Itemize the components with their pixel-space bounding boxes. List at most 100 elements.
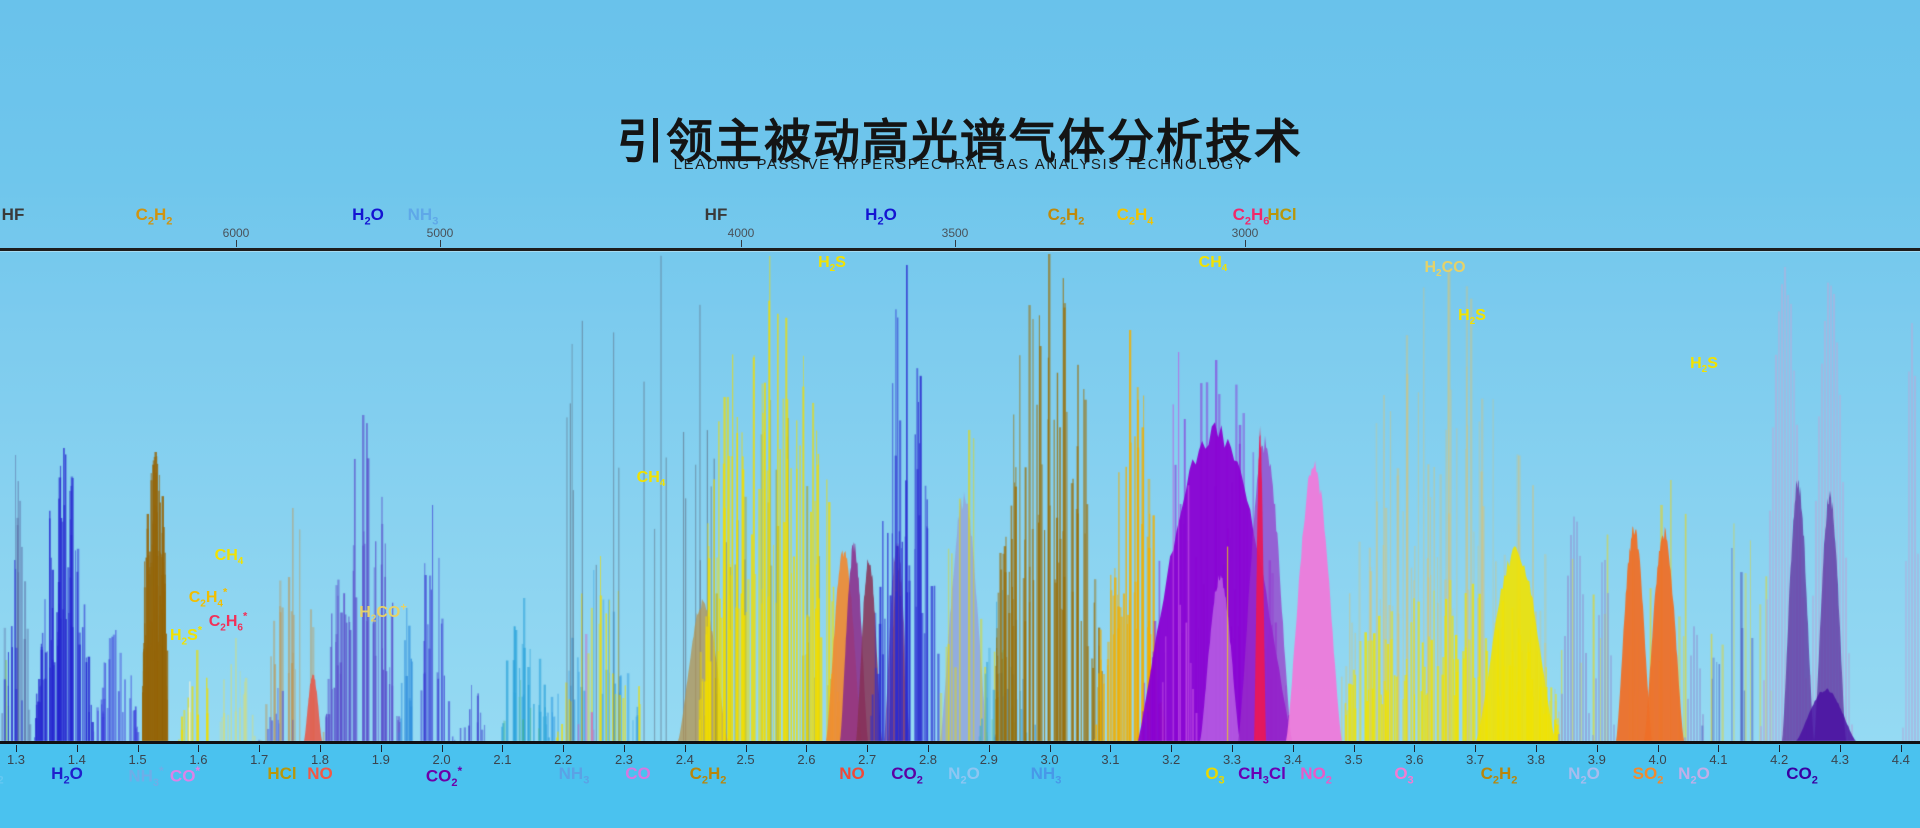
wavelength-tick (1049, 745, 1051, 752)
annotation-h2s: H2S (818, 253, 846, 275)
page-subtitle: LEADING PASSIVE HYPERSPECTRAL GAS ANALYS… (673, 156, 1247, 173)
gas-label-co: CO* (169, 764, 201, 786)
wavelength-tick (1536, 745, 1537, 752)
wavelength-label: 4.3 (1830, 752, 1850, 767)
bottom-axis-line (0, 741, 1920, 744)
wavelength-tick (1110, 745, 1112, 752)
wavelength-label: 3.2 (1162, 752, 1181, 767)
wavelength-label: 2.2 (554, 752, 573, 767)
wavelength-tick (1171, 745, 1173, 752)
gas-label-c2h2: C2H2 (1047, 205, 1085, 228)
annotation-ch4: CH4 (214, 546, 244, 568)
gas-label-nh3: NH3 (407, 205, 439, 228)
wavelength-label: 3.3 (1222, 752, 1242, 767)
gas-label-hf: HF (1, 205, 25, 224)
gas-label-n2o: N2O (1568, 764, 1600, 787)
wavelength-tick (563, 745, 565, 752)
wavelength-label: 2.6 (797, 752, 816, 767)
wavelength-tick (806, 745, 808, 752)
gas-label-c2h6: C2H6 (1232, 205, 1270, 228)
wavelength-tick (928, 745, 929, 752)
gas-label-nh3: NH3* (128, 764, 164, 790)
wavelength-tick (988, 745, 990, 752)
wavelength-label: 3.5 (1344, 752, 1363, 767)
gas-label-no2: NO2 (1300, 764, 1332, 787)
gas-label-hcl: HCl (267, 764, 297, 783)
gas-label-so2: SO2 (1632, 764, 1664, 787)
gas-label-hcl: HCl (1267, 205, 1297, 224)
gas-label-n2o: N2O (948, 764, 980, 787)
wavelength-label: 2.0 (432, 752, 451, 767)
annotation-h2s: H2S (1458, 306, 1486, 328)
wavelength-tick (441, 745, 443, 752)
wavelength-label: 3.6 (1405, 752, 1424, 767)
gas-label-o3: O3 (1394, 764, 1414, 787)
gas-label-c2h2: C2H2 (689, 764, 727, 787)
gas-label-co: CO (625, 764, 651, 783)
wavelength-label: 1.4 (67, 752, 86, 767)
gas-label-c2h4: C2H4 (1116, 205, 1154, 228)
wavenumber-label: 5000 (426, 226, 454, 240)
gas-label-nh3: NH3 (1030, 764, 1062, 787)
wavelength-tick (198, 745, 200, 752)
wavelength-tick (624, 745, 625, 752)
wavelength-tick (16, 745, 17, 752)
annotation-c2h4: C2H4* (188, 586, 228, 610)
wavelength-label: 1.3 (6, 752, 26, 767)
wavelength-label: 4.2 (1770, 752, 1789, 767)
gas-label-h2o: H2O (51, 764, 83, 787)
wavelength-tick (1840, 745, 1841, 752)
wavelength-tick (1475, 745, 1477, 752)
wavelength-tick (1900, 745, 1902, 752)
gas-label-co2: CO2 (891, 764, 923, 787)
wavelength-tick (867, 745, 869, 752)
top-axis-highlight (0, 251, 1920, 252)
annotation-c2h6: C2H6* (208, 610, 248, 634)
wavelength-tick (1779, 745, 1781, 752)
wavelength-tick (1718, 745, 1720, 752)
annotation-h2co: H2CO+ (359, 601, 407, 625)
top-axis-line (0, 248, 1920, 251)
wavelength-tick (1232, 745, 1233, 752)
wavelength-label: 1.8 (310, 752, 330, 767)
gas-label-c2h2: C2H2 (135, 205, 173, 228)
wavelength-label: 3.1 (1101, 752, 1120, 767)
gas-label-co2: CO2* (425, 764, 463, 790)
annotation-h2s: H2S (1690, 354, 1718, 376)
wavelength-tick (380, 745, 382, 752)
wavelength-label: 2.3 (614, 752, 634, 767)
gas-label-o3: O3 (1205, 764, 1225, 787)
wavenumber-tick (1245, 240, 1246, 247)
wavelength-tick (502, 745, 504, 752)
wavelength-tick (745, 745, 747, 752)
wavenumber-label: 6000 (222, 226, 250, 240)
gas-label-h2o: H2O (865, 205, 897, 228)
wavelength-label: 3.8 (1526, 752, 1546, 767)
gas-label-h2o: H2O (352, 205, 384, 228)
gas-label-hf: HF (704, 205, 728, 224)
wavenumber-label: 4000 (727, 226, 755, 240)
wavelength-label: 2.8 (918, 752, 938, 767)
page-title: 引领主被动高光谱气体分析技术 (617, 115, 1303, 169)
gas-label-n2o: N2O (1678, 764, 1710, 787)
gas-label-ch3cl: CH3Cl (1238, 764, 1286, 787)
annotation-h2s: H2S* (169, 624, 203, 648)
gas-label-nh3: NH3 (558, 764, 590, 787)
wavenumber-tick (236, 240, 237, 247)
wavelength-label: 1.5 (128, 752, 147, 767)
wavelength-label: 4.4 (1891, 752, 1910, 767)
gas-label-co2: CO2 (1786, 764, 1818, 787)
wavenumber-tick (440, 240, 441, 247)
gas-label-o2: O2 (0, 774, 4, 787)
wavelength-tick (320, 745, 321, 752)
wavelength-tick (1414, 745, 1416, 752)
wavelength-tick (1292, 745, 1294, 752)
wavelength-label: 1.9 (371, 752, 390, 767)
wavelength-label: 1.6 (189, 752, 208, 767)
wavenumber-label: 3500 (941, 226, 969, 240)
wavelength-label: 4.1 (1709, 752, 1728, 767)
wavelength-tick (684, 745, 686, 752)
wavelength-label: 4.0 (1648, 752, 1667, 767)
wavelength-label: 3.9 (1587, 752, 1606, 767)
